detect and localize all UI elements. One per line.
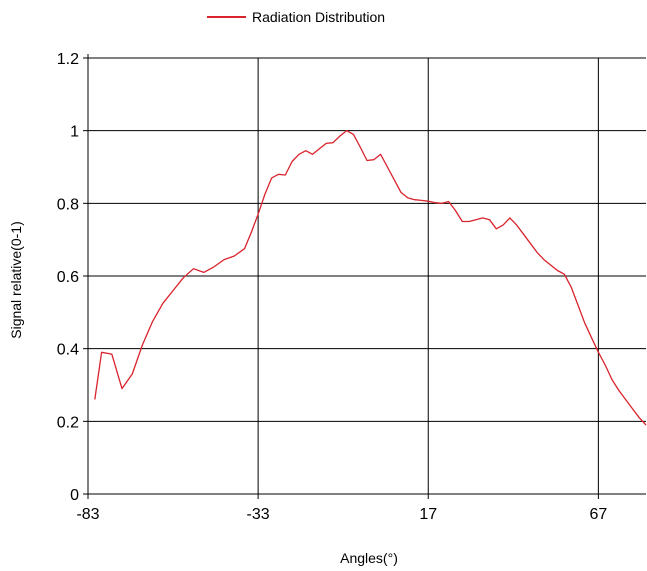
y-tick-label: 1.2 xyxy=(57,51,79,68)
y-tick-label: 1 xyxy=(70,124,79,141)
x-tick-label: 67 xyxy=(589,506,607,523)
y-axis-title: Signal relative(0-1) xyxy=(8,221,24,339)
legend: Radiation Distribution xyxy=(207,9,385,25)
y-tick-label: 0.6 xyxy=(57,269,79,286)
series-layer xyxy=(94,130,647,426)
x-tick-label: -83 xyxy=(76,506,99,523)
series-line-radiation-distribution xyxy=(94,130,647,426)
legend-label: Radiation Distribution xyxy=(252,9,385,25)
x-tick-label: 17 xyxy=(419,506,437,523)
tick-labels: -83 -33 17 67 0 0.2 0.4 0.6 0.8 1 1.2 xyxy=(57,51,608,523)
y-tick-label: 0.2 xyxy=(57,414,79,431)
x-axis-title: Angles(°) xyxy=(340,550,398,566)
axes-layer xyxy=(83,54,646,499)
grid-layer xyxy=(88,57,646,494)
y-tick-label: 0.8 xyxy=(57,196,79,213)
y-tick-label: 0 xyxy=(70,487,79,504)
y-tick-label: 0.4 xyxy=(57,342,79,359)
x-tick-label: -33 xyxy=(247,506,270,523)
